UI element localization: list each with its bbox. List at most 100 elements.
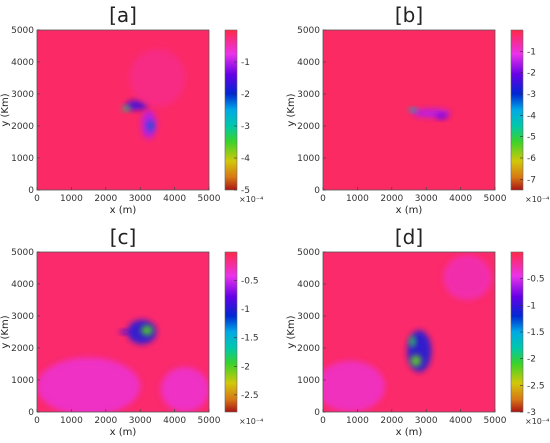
y-tick-label: 1000 — [297, 154, 320, 164]
y-axis-label: y (Km) — [286, 93, 297, 126]
x-tick-label: 1000 — [60, 194, 83, 204]
y-tick-label: 3000 — [11, 312, 34, 322]
x-tick-label: 0 — [34, 416, 40, 426]
y-tick-label: 4000 — [11, 280, 34, 290]
y-axis-label: y (Km) — [286, 315, 297, 348]
x-tick-label: 0 — [320, 416, 326, 426]
axes-frame — [36, 251, 210, 413]
heatmap-feature — [122, 105, 131, 111]
heatmap-feature — [443, 255, 492, 300]
colorbar-tick-label: -2.5 — [241, 391, 259, 401]
y-tick-label: 4000 — [297, 280, 320, 290]
x-tick-label: 1000 — [346, 194, 369, 204]
y-tick-label: 5000 — [11, 26, 34, 36]
heatmap-feature — [435, 113, 448, 120]
colorbar-tick-label: -6 — [527, 154, 536, 164]
y-tick-label: 0 — [28, 408, 34, 418]
x-tick-label: 3000 — [415, 194, 438, 204]
x-tick-label: 0 — [320, 194, 326, 204]
heatmap-feature — [160, 367, 209, 412]
x-tick-label: 2000 — [380, 416, 403, 426]
panel-title: [b] — [395, 3, 423, 27]
y-tick-label: 3000 — [297, 312, 320, 322]
heatmap-feature — [119, 329, 130, 335]
colorbar-tick-label: -1 — [241, 305, 250, 315]
axes-frame — [36, 29, 210, 191]
axes-frame — [322, 251, 496, 413]
x-axis-label: x (m) — [110, 205, 137, 216]
panel-title: [a] — [109, 3, 137, 27]
heatmap-feature — [409, 107, 418, 113]
x-tick-label: 4000 — [163, 194, 186, 204]
panel-a: [a] 0 1000 2000 3000 4000 5000 0 1000 2000 3000 400… — [0, 3, 263, 216]
colorbar-tick-label: -2 — [527, 69, 536, 79]
colorbar-tick-label: -1 — [241, 58, 250, 68]
colorbar-multiplier: ×10⁻⁴ — [525, 417, 549, 426]
x-tick-label: 2000 — [94, 416, 117, 426]
heatmap-feature — [147, 120, 154, 132]
x-tick-label: 5000 — [484, 416, 507, 426]
colorbar-tick-label: -2.5 — [527, 381, 545, 391]
colorbar-tick-label: -5 — [241, 186, 250, 196]
colorbar-tick-label: -1 — [527, 47, 536, 57]
colorbar — [510, 29, 524, 191]
x-tick-label: 5000 — [198, 194, 221, 204]
heatmap-field — [409, 107, 451, 120]
y-tick-label: 0 — [314, 408, 320, 418]
heatmap-background — [37, 30, 209, 190]
panel-title: [d] — [395, 225, 423, 249]
x-tick-label: 4000 — [163, 416, 186, 426]
panel-b: [b] 0 1000 2000 3000 4000 5000 0 1000 2000 3000 400… — [286, 3, 549, 216]
y-tick-label: 2000 — [11, 122, 34, 132]
y-tick-label: 2000 — [297, 344, 320, 354]
y-tick-label: 5000 — [11, 248, 34, 258]
heatmap-feature — [37, 357, 141, 412]
colorbar-tick-label: -3 — [241, 122, 250, 132]
panel-c: [c] 0 1000 2000 3000 4000 5000 0 1000 2000 3000 400… — [0, 225, 263, 438]
colorbar-tick-label: -2 — [527, 355, 536, 365]
y-tick-label: 1000 — [11, 154, 34, 164]
y-axis-label: y (Km) — [0, 93, 11, 126]
y-tick-label: 0 — [28, 186, 34, 196]
colorbar-tick-label: -2 — [241, 362, 250, 372]
colorbar-tick-label: -1 — [527, 301, 536, 311]
y-tick-label: 1000 — [297, 376, 320, 386]
x-tick-label: 5000 — [484, 194, 507, 204]
x-tick-label: 1000 — [346, 416, 369, 426]
colorbar-tick-label: -1.5 — [527, 328, 545, 338]
colorbar-tick-label: -0.5 — [241, 277, 259, 287]
x-tick-label: 0 — [34, 194, 40, 204]
x-tick-label: 3000 — [129, 194, 152, 204]
colorbar — [224, 251, 238, 413]
heatmap-feature — [125, 100, 148, 111]
y-tick-label: 2000 — [297, 122, 320, 132]
y-tick-label: 2000 — [11, 344, 34, 354]
heatmap-feature — [323, 360, 385, 412]
panel-d: [d] 0 1000 2000 3000 4000 5000 0 1000 2000 3000 400… — [286, 225, 549, 438]
y-tick-label: 1000 — [11, 376, 34, 386]
x-axis-label: x (m) — [110, 427, 137, 438]
colorbar-tick-label: -4 — [241, 154, 250, 164]
y-tick-label: 0 — [314, 186, 320, 196]
x-axis-label: x (m) — [396, 427, 423, 438]
heatmap-feature — [410, 355, 422, 367]
x-tick-label: 1000 — [60, 416, 83, 426]
y-tick-label: 3000 — [297, 90, 320, 100]
x-tick-label: 4000 — [449, 194, 472, 204]
heatmap-feature — [409, 335, 416, 348]
y-axis-label: y (Km) — [0, 315, 11, 348]
colorbar-tick-label: -4 — [527, 111, 536, 121]
axes-frame — [322, 29, 496, 191]
y-tick-label: 5000 — [297, 248, 320, 258]
colorbar-tick-label: -1.5 — [241, 334, 259, 344]
x-tick-label: 3000 — [129, 416, 152, 426]
heatmap-feature — [129, 49, 185, 107]
heatmap-field — [122, 49, 185, 139]
heatmap-feature — [141, 325, 153, 336]
colorbar-tick-label: -3 — [527, 408, 536, 418]
heatmap-field — [37, 319, 209, 412]
y-tick-label: 3000 — [11, 90, 34, 100]
colorbar — [224, 29, 238, 191]
heatmap-field — [323, 255, 492, 412]
